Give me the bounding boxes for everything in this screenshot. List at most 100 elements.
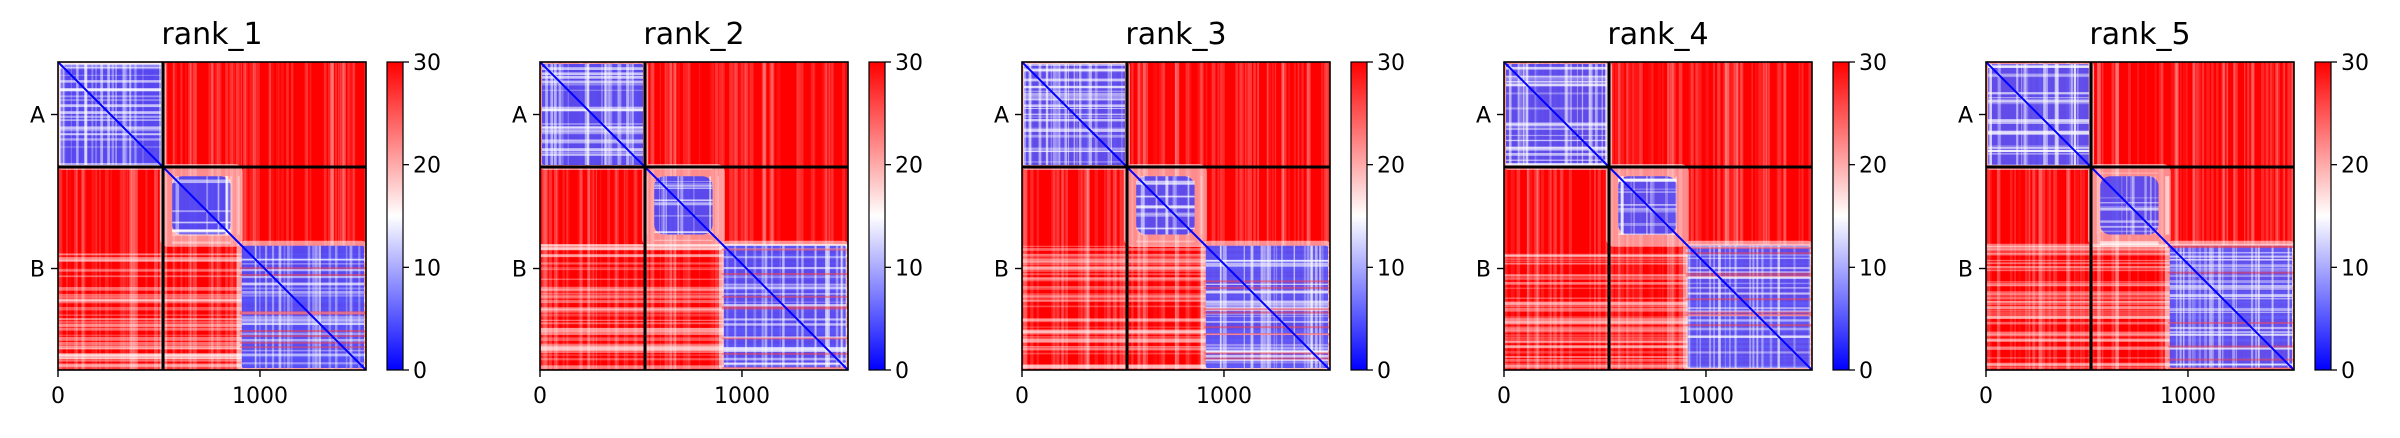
streak — [1516, 62, 1521, 370]
streak — [1022, 330, 1330, 334]
block-texture — [255, 245, 257, 368]
heatmap — [1986, 62, 2294, 370]
streak — [1022, 352, 1330, 355]
streak — [540, 247, 848, 251]
streak — [1986, 248, 2294, 252]
block-texture — [1793, 245, 1796, 368]
streak — [58, 360, 366, 362]
streak — [2076, 62, 2079, 370]
block-texture — [1506, 77, 1608, 80]
block-texture — [1675, 176, 1677, 235]
block-texture — [542, 106, 644, 110]
block-texture — [693, 176, 695, 235]
block-texture — [175, 176, 179, 235]
streak — [2261, 62, 2265, 370]
streak — [761, 62, 766, 370]
heatmap — [58, 62, 366, 370]
colorbar-tick-label: 0 — [1377, 359, 1391, 384]
streak — [2244, 62, 2246, 370]
streak — [1504, 282, 1812, 285]
block-texture — [654, 215, 713, 217]
streak — [1504, 345, 1812, 347]
block-texture — [1142, 176, 1145, 235]
block-texture — [1988, 74, 2090, 78]
streak — [1756, 62, 1759, 370]
streak — [58, 341, 366, 346]
block-texture — [271, 245, 275, 368]
block-texture — [542, 108, 644, 112]
block-texture — [654, 180, 713, 183]
block-texture — [172, 182, 231, 184]
block-texture — [1988, 130, 2090, 133]
streak — [829, 62, 831, 370]
streak — [2265, 62, 2269, 370]
streak — [1504, 304, 1812, 306]
block-texture — [241, 275, 364, 279]
block-texture — [1718, 245, 1720, 368]
streak — [337, 62, 341, 370]
streak — [797, 62, 801, 370]
block-texture — [654, 202, 713, 206]
block-texture — [1045, 64, 1049, 166]
block-texture — [1024, 107, 1126, 110]
streak — [1086, 62, 1090, 370]
block-texture — [2169, 280, 2292, 283]
block-texture — [1685, 274, 1812, 277]
streak — [1022, 277, 1330, 279]
streak — [540, 311, 848, 313]
block-texture — [1517, 64, 1520, 166]
block-texture — [1769, 245, 1773, 368]
streak — [2233, 62, 2235, 370]
block-texture — [604, 64, 607, 166]
block-texture — [241, 287, 364, 290]
streak — [58, 295, 366, 299]
streak — [1083, 62, 1086, 370]
streak — [69, 62, 71, 370]
block-texture — [1719, 245, 1721, 368]
block-texture — [2071, 64, 2074, 166]
block-texture — [1024, 68, 1126, 71]
block-texture — [1687, 319, 1810, 322]
block-texture — [721, 337, 848, 340]
streak — [540, 246, 848, 251]
streak — [1986, 297, 2294, 300]
block-texture — [239, 341, 366, 344]
streak — [1986, 282, 2294, 286]
block-texture — [1601, 64, 1603, 166]
streak — [1247, 62, 1252, 370]
block-texture — [2057, 64, 2060, 166]
streak — [2028, 62, 2030, 370]
streak — [2236, 62, 2238, 370]
block-texture — [241, 316, 364, 320]
streak — [1504, 337, 1812, 339]
streak — [640, 62, 643, 370]
streak — [58, 298, 366, 301]
streak — [540, 269, 848, 271]
streak — [544, 62, 548, 370]
streak — [540, 347, 848, 352]
streak — [1240, 62, 1243, 370]
y-tick-label: A — [30, 104, 45, 129]
streak — [1986, 245, 2294, 250]
streak — [540, 327, 848, 332]
streak — [58, 334, 366, 337]
streak — [281, 62, 284, 370]
streak — [589, 62, 594, 370]
block-texture — [125, 64, 128, 166]
block-texture — [2021, 64, 2023, 166]
panel-title: rank_4 — [1607, 17, 1708, 52]
colorbar-tick-label: 30 — [1859, 51, 1887, 76]
block-texture — [1566, 64, 1569, 166]
y-tick-label: B — [1476, 258, 1491, 283]
streak — [61, 62, 63, 370]
block-texture — [542, 72, 644, 75]
streak — [763, 62, 767, 370]
block-texture — [239, 329, 366, 332]
streak — [58, 355, 366, 359]
block-texture — [721, 248, 848, 251]
block-texture — [259, 245, 261, 368]
streak — [58, 275, 366, 278]
streak — [58, 62, 62, 370]
streak — [1022, 261, 1330, 264]
y-tick-label: A — [1476, 104, 1491, 129]
